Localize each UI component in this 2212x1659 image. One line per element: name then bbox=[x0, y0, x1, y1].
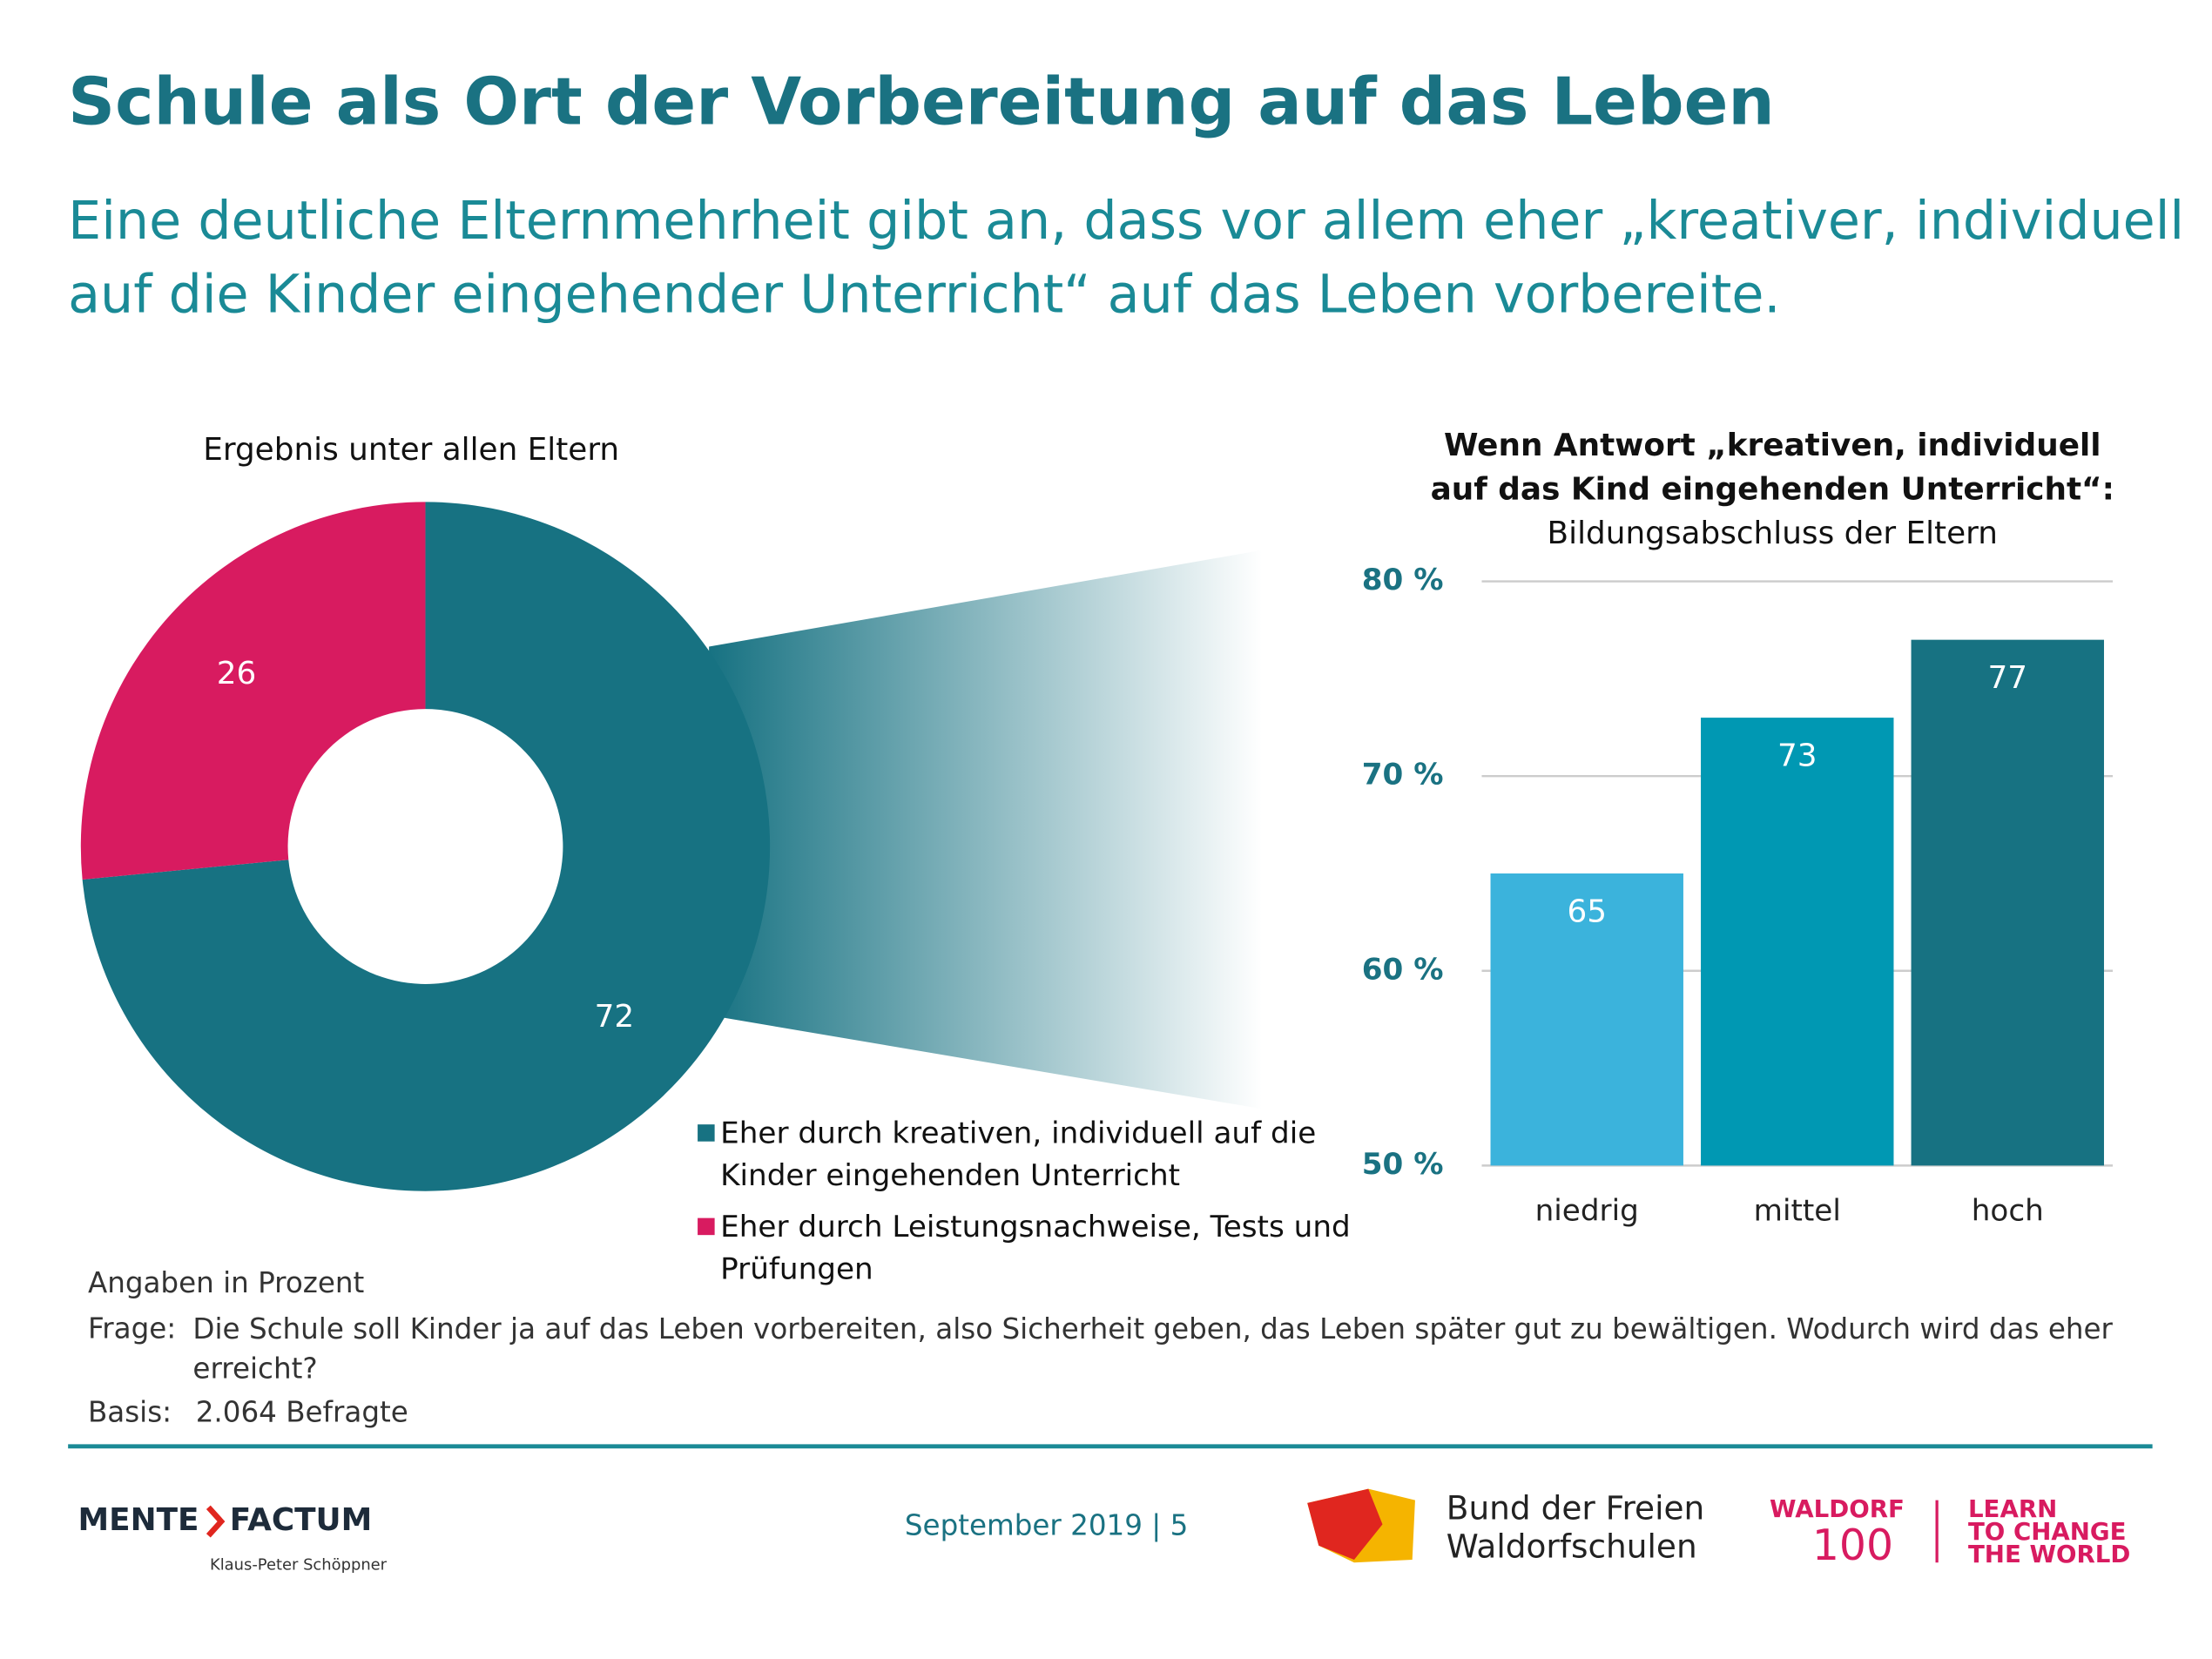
legend-swatch bbox=[698, 1217, 715, 1236]
y-tick-label: 70 % bbox=[1362, 758, 1444, 792]
subtitle: auf die Kinder eingehender Unterricht“ a… bbox=[68, 265, 1780, 326]
data-label: 65 bbox=[1567, 894, 1607, 930]
author: Klaus-Peter Schöppner bbox=[210, 1556, 388, 1575]
bar bbox=[1490, 873, 1683, 1166]
page-info: September 2019 | 5 bbox=[905, 1509, 1188, 1542]
y-tick-label: 80 % bbox=[1362, 563, 1444, 597]
bar bbox=[1701, 718, 1894, 1166]
subtitle: Eine deutliche Elternmehrheit gibt an, d… bbox=[68, 191, 2184, 252]
pie-slice bbox=[82, 502, 771, 1191]
note: Angaben in Prozent bbox=[88, 1266, 364, 1299]
logo-text: MENTE bbox=[78, 1502, 199, 1538]
note: 2.064 Befragte bbox=[196, 1395, 408, 1428]
funnel bbox=[709, 550, 1263, 1109]
note: Basis: bbox=[88, 1395, 172, 1428]
logo-text: WALDORF bbox=[1770, 1494, 1905, 1523]
logo-text: 100 bbox=[1812, 1521, 1893, 1570]
y-tick-label: 60 % bbox=[1362, 952, 1444, 987]
note: Frage: bbox=[88, 1312, 176, 1345]
x-tick-label: niedrig bbox=[1535, 1194, 1639, 1229]
logo-text: Bund der Freien bbox=[1447, 1489, 1704, 1527]
logo-text: Waldorfschulen bbox=[1447, 1527, 1697, 1566]
data-label: 26 bbox=[217, 656, 257, 691]
data-label: 77 bbox=[1987, 660, 2027, 696]
legend-label: Eher durch kreativen, individuell auf di… bbox=[720, 1116, 1317, 1193]
bund-logo bbox=[1307, 1488, 1383, 1561]
pie-slice bbox=[80, 502, 426, 880]
legend-label: Eher durch Leistungsnachweise, Tests und… bbox=[720, 1209, 1351, 1286]
bar-title: auf das Kind eingehenden Unterricht“: bbox=[1431, 471, 2114, 507]
question-text: Die Schule soll Kinder ja auf das Leben … bbox=[192, 1312, 2113, 1386]
bar bbox=[1911, 639, 2104, 1166]
y-tick-label: 50 % bbox=[1362, 1147, 1444, 1182]
data-label: 73 bbox=[1777, 738, 1817, 774]
logo-text: TO CHANGE bbox=[1968, 1517, 2127, 1546]
logo-text: THE WORLD bbox=[1968, 1540, 2130, 1568]
legend-entry: Eher durch Leistungsnachweise, Tests und… bbox=[720, 1209, 1351, 1286]
data-label: 72 bbox=[595, 999, 635, 1035]
x-tick-label: mittel bbox=[1754, 1194, 1841, 1229]
bar-title: Wenn Antwort „kreativen, individuell bbox=[1444, 428, 2101, 463]
legend-swatch bbox=[698, 1124, 715, 1142]
x-tick-label: hoch bbox=[1972, 1194, 2044, 1229]
logo-text: FACTUM bbox=[230, 1502, 373, 1538]
logo-arrow bbox=[206, 1505, 226, 1538]
title: Schule als Ort der Vorbereitung auf das … bbox=[68, 64, 1775, 140]
logo-text: LEARN bbox=[1968, 1494, 2057, 1523]
legend-entry: Eher durch kreativen, individuell auf di… bbox=[720, 1116, 1317, 1193]
question: Die Schule soll Kinder ja auf das Leben … bbox=[192, 1312, 2113, 1386]
pie-title: Ergebnis unter allen Eltern bbox=[203, 432, 619, 468]
bar-subtitle: Bildungsabschluss der Eltern bbox=[1548, 516, 1998, 551]
